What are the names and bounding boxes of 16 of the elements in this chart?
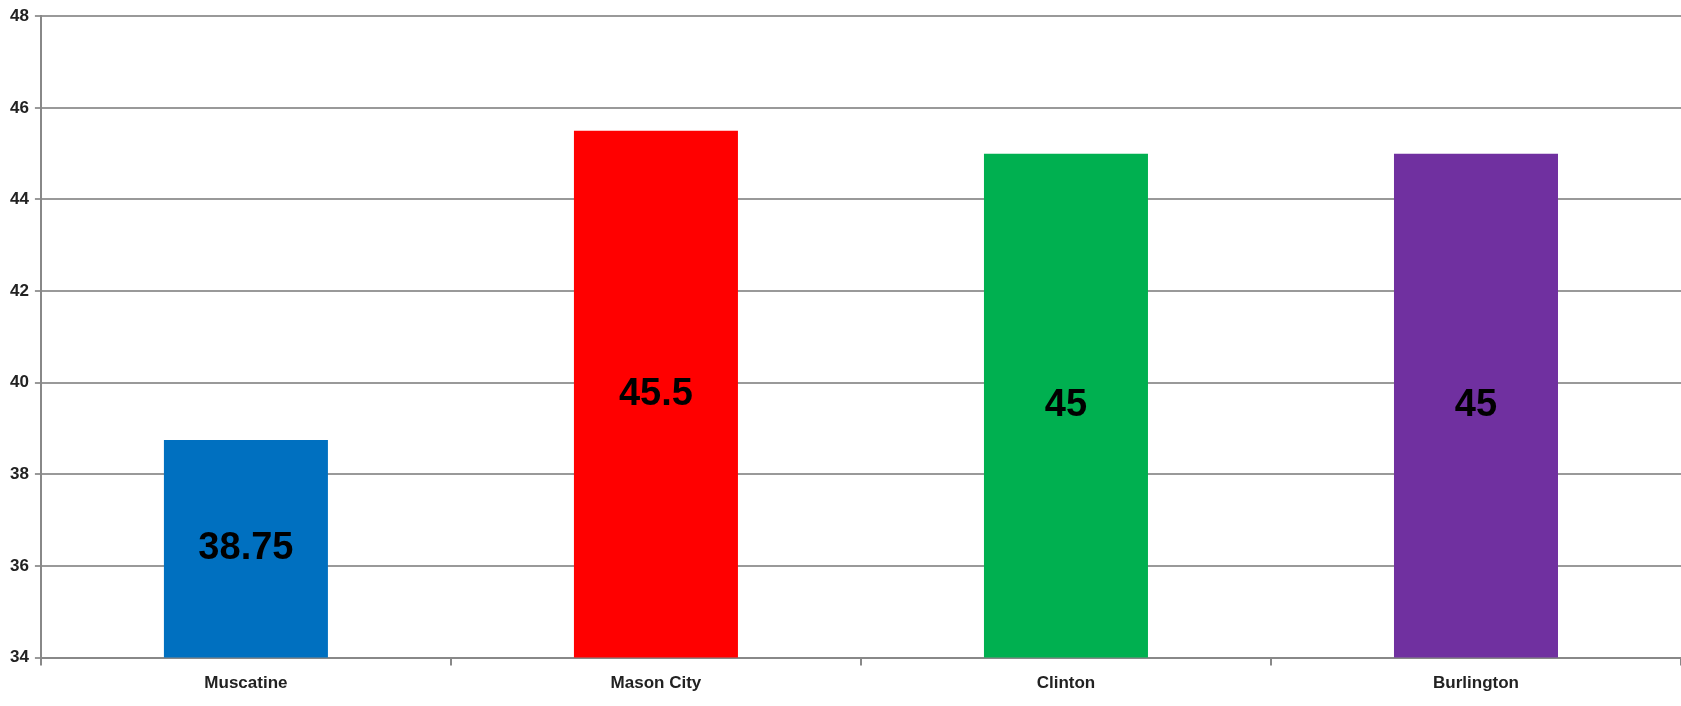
data-label: 45 xyxy=(1454,382,1498,425)
y-tick-label: 38 xyxy=(9,464,29,484)
y-tick-label: 48 xyxy=(9,5,29,25)
x-tick-label: Clinton xyxy=(1036,673,1096,693)
y-tick-label: 36 xyxy=(9,555,29,575)
data-label: 38.75 xyxy=(198,525,294,568)
x-tick-label: Burlington xyxy=(1433,673,1519,693)
y-tick-label: 44 xyxy=(9,189,30,209)
y-tick-label: 42 xyxy=(9,280,29,300)
x-tick-label: Mason City xyxy=(610,673,702,693)
y-tick-label: 46 xyxy=(9,97,29,117)
y-tick-label: 40 xyxy=(9,372,29,392)
data-label: 45 xyxy=(1044,382,1088,425)
data-label: 45.5 xyxy=(618,370,693,413)
y-tick-label: 34 xyxy=(9,647,30,667)
x-tick-label: Muscatine xyxy=(204,673,288,693)
